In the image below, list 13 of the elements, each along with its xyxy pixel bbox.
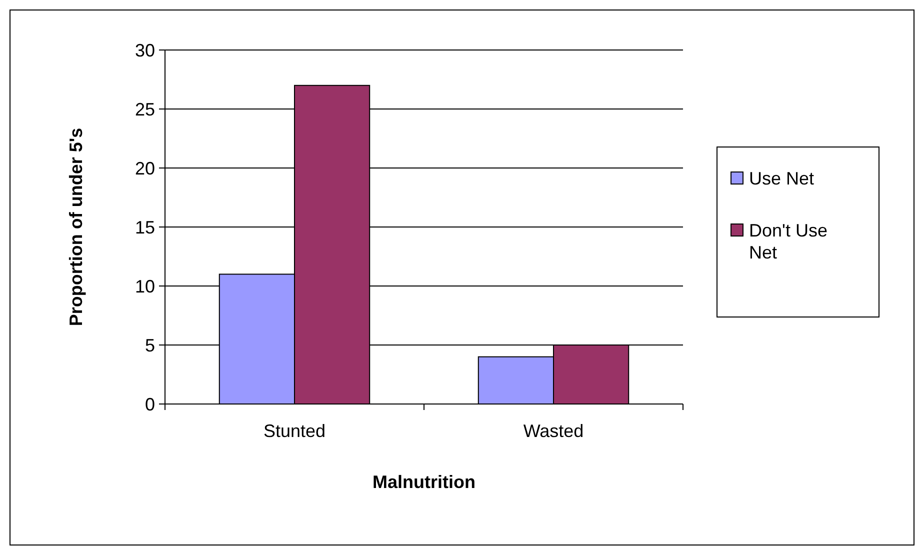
legend-label: Don't Use Net [749,220,828,262]
y-tick-label: 20 [134,158,155,178]
y-tick-label: 15 [134,217,155,238]
y-tick-label: 0 [144,394,155,414]
x-axis-title: Malnutrition [372,472,476,492]
legend-label: Use Net [749,168,814,188]
y-tick-label: 25 [134,99,155,120]
y-tick-label: 30 [134,40,155,60]
y-axis-title: Proportion of under 5's [66,128,86,326]
y-tick-label: 10 [134,276,155,296]
y-tick-label: 5 [144,335,155,356]
x-tick-label: Stunted [263,421,326,441]
x-tick-label: Wasted [523,421,584,441]
